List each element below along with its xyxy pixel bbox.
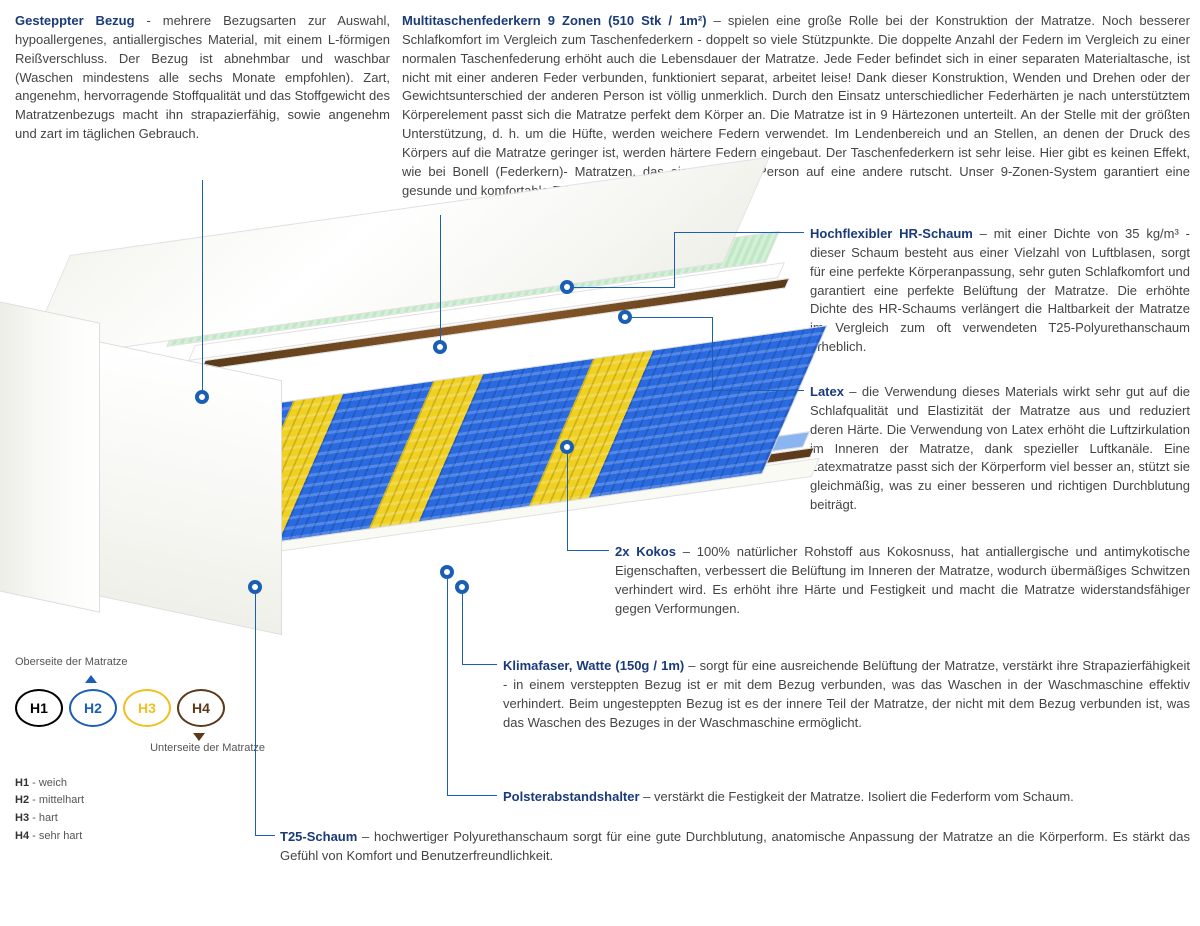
callout-t25: T25-Schaum – hochwertiger Polyurethansch… [280,828,1190,866]
sep: – [684,658,699,673]
h3-circle: H3 [123,689,171,727]
dot-bezug [195,390,209,404]
h4-label: sehr hart [39,830,82,842]
arrow-down-icon [193,733,205,741]
h1-circle: H1 [15,689,63,727]
line-klima-v [462,594,463,664]
line-polster-v [447,579,448,795]
body-polster: verstärkt die Festigkeit der Matratze. I… [654,789,1074,804]
legend-bottom-label: Unterseite der Matratze [15,741,265,757]
h4-circle: H4 [177,689,225,727]
dot-klima [455,580,469,594]
h1-code: H1 [15,777,29,789]
hardness-circles: H1 H2 H3 H4 [15,689,265,727]
arrow-up-icon [85,675,97,683]
title-latex: Latex [810,384,844,399]
title-polster: Polsterabstandshalter [503,789,640,804]
callout-bezug: Gesteppter Bezug - mehrere Bezugsarten z… [15,12,390,144]
line-bezug [202,180,203,390]
sep: – [707,13,728,28]
h3-code: H3 [15,812,29,824]
title-klima: Klimafaser, Watte (150g / 1m) [503,658,684,673]
sep: – [640,789,654,804]
h2-label: mittelhart [39,794,84,806]
title-bezug: Gesteppter Bezug [15,13,135,28]
dot-polster [440,565,454,579]
callout-hr-schaum: Hochflexibler HR-Schaum – mit einer Dich… [810,225,1190,357]
layer-side [0,297,100,613]
line-federkern [440,215,441,343]
body-hr: mit einer Dichte von 35 kg/m³ - dieser S… [810,226,1190,354]
h2-code: H2 [15,794,29,806]
callout-polster: Polsterabstandshalter – verstärkt die Fe… [503,788,1190,807]
sep: – [357,829,374,844]
line-latex-h2 [712,390,804,391]
line-klima-h [462,664,497,665]
sep: – [973,226,994,241]
line-hr-h2 [674,232,804,233]
title-hr: Hochflexibler HR-Schaum [810,226,973,241]
dot-federkern [433,340,447,354]
dot-kokos [560,440,574,454]
dot-hr [560,280,574,294]
hardness-legend: Oberseite der Matratze H1 H2 H3 H4 Unter… [15,655,265,845]
line-t25-h [255,835,275,836]
callout-latex: Latex – die Verwendung dieses Materials … [810,383,1190,515]
line-hr-v [674,232,675,288]
line-kokos-v [567,454,568,550]
title-federkern: Multitaschenfederkern 9 Zonen (510 Stk /… [402,13,707,28]
line-hr-h [574,287,674,288]
layer-springs [187,325,827,555]
h2-circle: H2 [69,689,117,727]
body-bezug: mehrere Bezugsarten zur Auswahl, hypoall… [15,13,390,141]
legend-top-label: Oberseite der Matratze [15,655,265,671]
title-t25: T25-Schaum [280,829,357,844]
dot-latex [618,310,632,324]
h1-label: weich [39,777,67,789]
body-latex: die Verwendung dieses Materials wirkt se… [810,384,1190,512]
callout-federkern: Multitaschenfederkern 9 Zonen (510 Stk /… [402,12,1190,200]
legend-definitions: H1 - weich H2 - mittelhart H3 - hart H4 … [15,775,265,845]
callout-klimafaser: Klimafaser, Watte (150g / 1m) – sorgt fü… [503,657,1190,732]
body-t25: hochwertiger Polyurethanschaum sorgt für… [280,829,1190,863]
line-latex-v [712,317,713,390]
dot-t25 [248,580,262,594]
line-latex-h [632,317,712,318]
sep: - [135,13,163,28]
h3-label: hart [39,812,58,824]
body-federkern: spielen eine große Rolle bei der Konstru… [402,13,1190,198]
mattress-diagram [10,215,800,615]
line-polster-h [447,795,497,796]
sep: – [844,384,862,399]
line-t25-v [255,594,256,835]
line-kokos-h [567,550,609,551]
h4-code: H4 [15,830,29,842]
